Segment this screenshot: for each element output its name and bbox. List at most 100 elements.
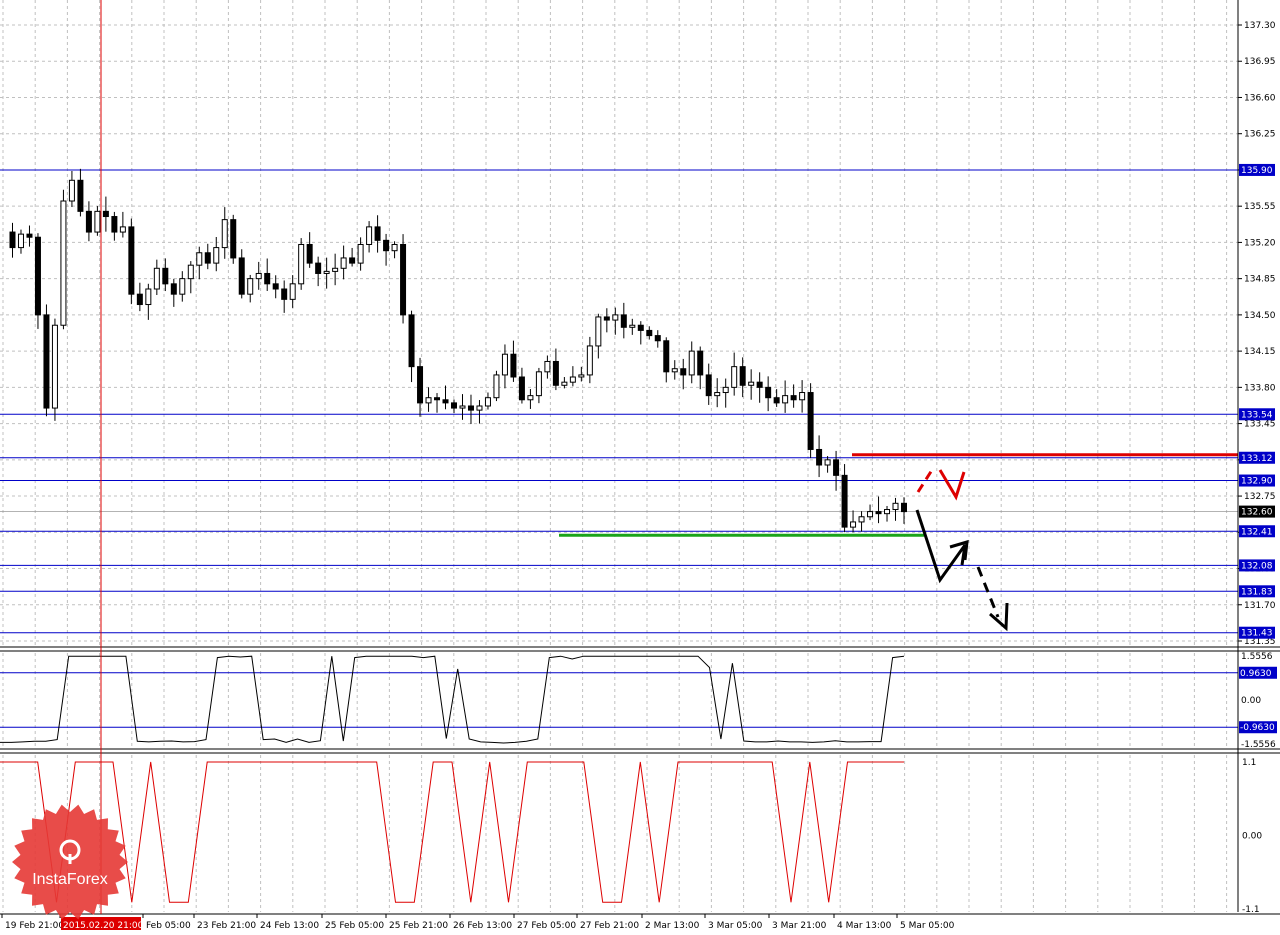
candle-body (731, 366, 738, 388)
price-tick-label: 132.75 (1244, 492, 1276, 502)
candle-body (867, 511, 874, 518)
x-axis-label: 26 Feb 13:00 (453, 921, 512, 931)
candle-body (816, 448, 823, 466)
level-label: 132.41 (1241, 527, 1273, 537)
x-axis-label: Feb 05:00 (146, 921, 191, 931)
candle-body (688, 350, 695, 376)
signal-line (0, 761, 904, 903)
candle-body (306, 243, 313, 264)
candle-body (493, 374, 500, 399)
candle-body (544, 360, 551, 373)
osc-tick-label: 0.00 (1241, 696, 1261, 706)
candle-body (111, 216, 118, 233)
candle-body (434, 397, 441, 401)
candle-body (561, 381, 568, 386)
x-axis-label: 25 Feb 21:00 (389, 921, 448, 931)
price-tick-label: 136.25 (1244, 130, 1276, 140)
price-tick-label: 137.30 (1244, 21, 1276, 31)
osc-level-label-bg (1239, 666, 1277, 679)
candle-body (34, 236, 41, 316)
level-label: 132.90 (1241, 477, 1273, 487)
signal-series (0, 761, 904, 903)
candle-body (43, 314, 50, 409)
candle-body (680, 368, 687, 376)
candle-body (773, 397, 780, 404)
candle-body (527, 395, 534, 401)
candle-body (264, 272, 271, 285)
level-label: 133.54 (1241, 410, 1273, 420)
candle-body (442, 399, 449, 404)
osc-tick-label: -1.5556 (1241, 740, 1276, 750)
candle-body (60, 200, 67, 326)
candle-body (179, 278, 186, 295)
level-label-bg (1239, 474, 1275, 487)
candle-body (68, 179, 75, 202)
level-label: 135.90 (1241, 166, 1273, 176)
candle-body (204, 252, 211, 264)
candle-body (739, 366, 746, 386)
candle-body (94, 210, 101, 233)
candle-body (603, 316, 610, 321)
candle-body (578, 374, 585, 378)
level-label: 131.83 (1241, 587, 1273, 597)
candle-body (824, 459, 831, 466)
candle-body (221, 219, 228, 249)
candle-body (366, 226, 373, 245)
candle-body (289, 283, 296, 300)
candle-body (374, 226, 381, 241)
candle-body (119, 226, 126, 233)
candle-body (153, 267, 160, 290)
candle-body (85, 210, 92, 233)
price-tick-label: 134.85 (1244, 275, 1276, 285)
candle-body (332, 267, 339, 272)
candle-body (714, 392, 721, 397)
x-axis-label: 5 Mar 05:00 (900, 921, 955, 931)
candle-body (162, 267, 169, 285)
alt-arrowhead-red (938, 469, 966, 501)
price-tick-label: 136.95 (1244, 57, 1276, 67)
chart-grid (0, 0, 1238, 912)
price-tick-label: 135.55 (1244, 202, 1276, 212)
candle-body (892, 502, 899, 511)
candle-body (799, 392, 806, 401)
candle-body (425, 397, 432, 404)
oscillator-series (0, 655, 905, 744)
signal-tick-label: 0.00 (1242, 832, 1262, 842)
candle-body (756, 381, 763, 388)
level-label-bg (1239, 559, 1275, 572)
x-axis-label: 3 Mar 21:00 (772, 921, 827, 931)
current-price-label-bg (1239, 505, 1275, 518)
candle-body (595, 316, 602, 347)
price-tick-label: 135.20 (1244, 238, 1276, 248)
candle-body (170, 283, 177, 295)
candle-body (850, 521, 857, 528)
level-label-bg (1239, 408, 1275, 421)
candle-body (213, 247, 220, 264)
candle-body (765, 386, 772, 399)
forecast-arrows (915, 469, 1009, 632)
candle-body (340, 257, 347, 269)
candle-body (884, 509, 891, 515)
candle-body (858, 516, 865, 523)
candle-body (230, 219, 237, 259)
candle-body (586, 345, 593, 376)
forecast-arrow-solid (915, 509, 967, 584)
support-resistance-lines (559, 453, 1238, 537)
candle-body (646, 329, 653, 337)
candle-body (357, 243, 364, 264)
candle-body (782, 395, 789, 404)
candle-body (722, 386, 729, 394)
candle-body (315, 262, 322, 274)
signal-tick-label: -1.1 (1242, 905, 1260, 915)
candle-body (400, 243, 407, 316)
candle-body (654, 335, 661, 342)
candle-body (51, 324, 58, 409)
price-tick-label: 134.15 (1244, 347, 1276, 357)
signal-tick-label: 1.1 (1242, 758, 1256, 768)
candle-body (196, 252, 203, 266)
logo-text: InstaForex (32, 871, 108, 888)
level-label-bg (1239, 451, 1275, 464)
candle-body (238, 257, 245, 295)
osc-level-label: -0.9630 (1240, 723, 1275, 733)
